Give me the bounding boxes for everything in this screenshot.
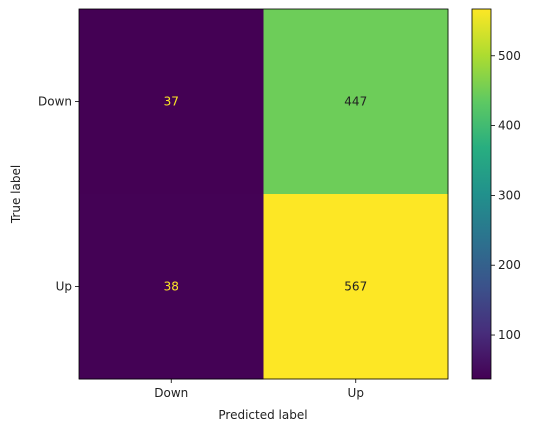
y-tick-label: Up [56, 280, 72, 294]
cell-value-label: 567 [344, 280, 367, 294]
colorbar-ticks: 100 200 300 400 500 [491, 49, 521, 342]
colorbar-tick-label: 500 [498, 49, 521, 63]
heatmap-cell [263, 9, 449, 195]
heatmap-cells: 37 447 38 567 [79, 9, 449, 380]
y-tick-label: Down [38, 95, 72, 109]
colorbar-tick-label: 200 [498, 258, 521, 272]
x-tick-label: Down [154, 386, 188, 400]
cell-value-label: 38 [164, 280, 179, 294]
heatmap-cell [263, 194, 449, 380]
y-axis-ticks: Down Up [38, 95, 79, 294]
colorbar-tick-label: 100 [498, 328, 521, 342]
y-axis-label: True label [9, 165, 23, 224]
x-axis-ticks: Down Up [154, 379, 364, 400]
x-axis-label: Predicted label [218, 408, 307, 422]
plot-frame [78, 8, 449, 380]
heatmap-cell [79, 194, 264, 380]
colorbar [471, 8, 492, 380]
heatmap-cell [79, 9, 264, 195]
colorbar-tick-label: 400 [498, 119, 521, 133]
colorbar-tick-label: 300 [498, 188, 521, 202]
cell-value-label: 447 [344, 95, 367, 109]
cell-value-label: 37 [164, 95, 179, 109]
x-tick-label: Up [348, 386, 364, 400]
